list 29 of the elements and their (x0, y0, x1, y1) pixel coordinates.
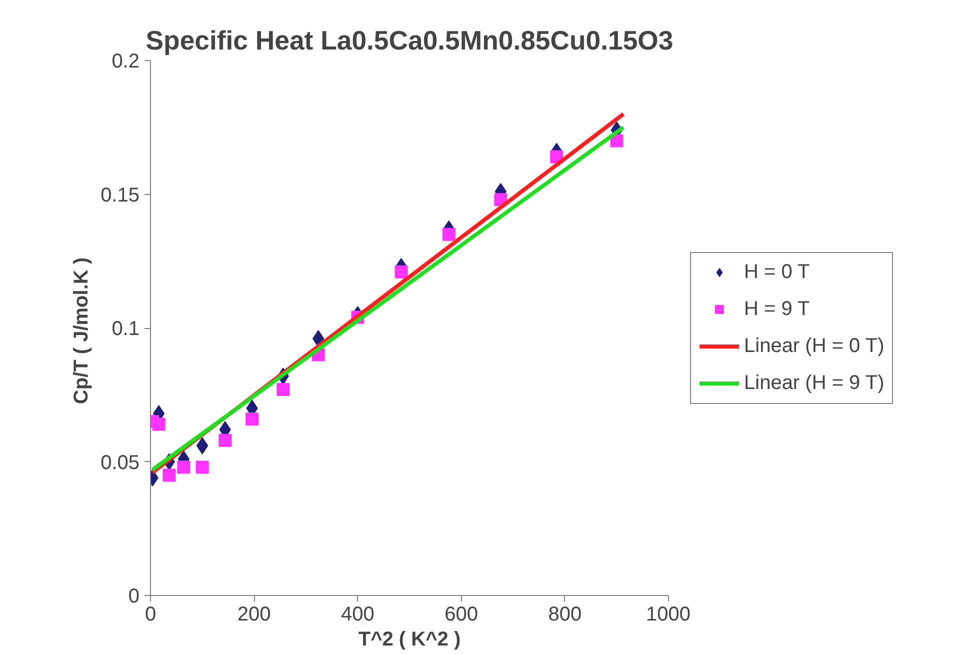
legend-label: Linear (H = 9 T) (744, 372, 884, 394)
x-tick-label: 800 (548, 604, 582, 626)
x-tick-label: 600 (444, 604, 478, 626)
x-tick-label: 0 (144, 604, 156, 626)
legend-label: H = 9 T (744, 298, 810, 320)
legend-label: Linear (H = 0 T) (744, 334, 884, 358)
point (177, 460, 190, 474)
point (196, 460, 209, 474)
point (162, 468, 176, 482)
x-tick-label: 200 (237, 604, 271, 626)
point (196, 437, 208, 454)
point (152, 418, 166, 431)
y-tick-label: 0.2 (112, 50, 140, 72)
x-tick-label: 1000 (646, 604, 691, 626)
point (610, 134, 624, 148)
point (394, 265, 408, 278)
y-tick-label: 0.1 (112, 318, 140, 340)
point (276, 383, 290, 396)
y-tick-label: 0 (128, 586, 140, 608)
chart-title: Specific Heat La0.5Ca0.5Mn0.85Cu0.15O3 (146, 26, 674, 56)
x-axis-title: T^2 ( K^2 ) (358, 628, 461, 650)
legend-label: H = 0 T (744, 260, 810, 284)
y-axis-title: Cp/T ( J/mol.K ) (70, 257, 93, 404)
y-tick-label: 0.05 (100, 452, 140, 474)
point (442, 228, 456, 241)
x-tick-label: 400 (341, 604, 374, 626)
y-tick-label: 0.15 (100, 184, 140, 206)
point (218, 434, 232, 447)
point (246, 412, 259, 426)
